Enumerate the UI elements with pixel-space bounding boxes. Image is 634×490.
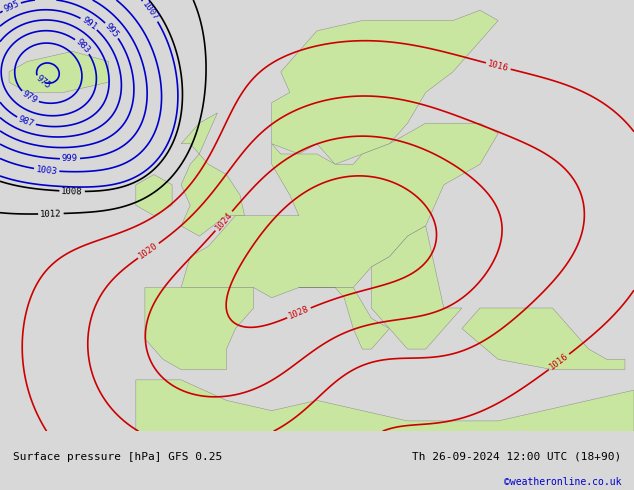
Text: 1007: 1007	[141, 0, 160, 23]
Text: 995: 995	[103, 21, 120, 39]
Text: 1020: 1020	[137, 241, 160, 261]
Text: 975: 975	[35, 74, 53, 91]
Polygon shape	[462, 308, 625, 369]
Text: 1003: 1003	[36, 165, 58, 176]
Text: 979: 979	[20, 89, 39, 105]
Text: 1016: 1016	[487, 59, 510, 73]
Text: 995: 995	[3, 0, 21, 14]
Text: 1024: 1024	[214, 210, 234, 232]
Polygon shape	[9, 51, 108, 93]
Polygon shape	[145, 288, 254, 369]
Text: 987: 987	[17, 114, 36, 128]
Polygon shape	[372, 226, 462, 349]
Text: 999: 999	[62, 154, 78, 164]
Text: 983: 983	[74, 37, 91, 55]
Text: 1012: 1012	[40, 209, 61, 219]
Polygon shape	[136, 380, 634, 431]
Polygon shape	[181, 113, 245, 236]
Text: 1016: 1016	[548, 352, 571, 372]
Polygon shape	[181, 123, 498, 298]
Text: ©weatheronline.co.uk: ©weatheronline.co.uk	[504, 477, 621, 487]
Text: 991: 991	[80, 15, 98, 32]
Text: Th 26-09-2024 12:00 UTC (18+90): Th 26-09-2024 12:00 UTC (18+90)	[412, 452, 621, 462]
Text: 1008: 1008	[61, 187, 83, 196]
Polygon shape	[136, 174, 172, 216]
Polygon shape	[272, 10, 498, 164]
Text: 1028: 1028	[287, 305, 311, 321]
Polygon shape	[299, 288, 389, 349]
Text: Surface pressure [hPa] GFS 0.25: Surface pressure [hPa] GFS 0.25	[13, 452, 222, 462]
